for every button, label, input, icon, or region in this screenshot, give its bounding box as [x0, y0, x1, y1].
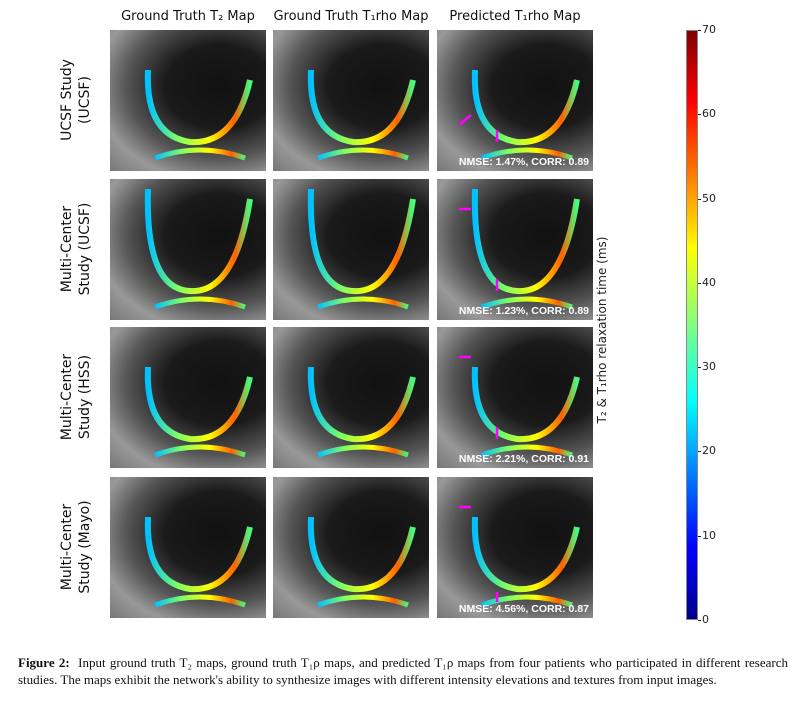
- row-label-line: Multi-Center: [59, 503, 75, 591]
- cartilage-map: [471, 188, 580, 310]
- row-label: UCSF Study (UCSF): [58, 30, 102, 170]
- column-header: Ground Truth T₁rho Map: [273, 9, 429, 24]
- mri-map-panel: [273, 179, 429, 320]
- column-header: Ground Truth T₂ Map: [121, 9, 255, 24]
- colorbar-tick: 0: [698, 613, 709, 626]
- cartilage-map: [144, 69, 253, 161]
- metric-label: NMSE: 4.56%, CORR: 0.87: [458, 603, 589, 615]
- cartilage-map: [144, 188, 253, 310]
- cartilage-map: [307, 516, 416, 608]
- row-label-line: Study (Mayo): [77, 500, 93, 594]
- cartilage-map: [307, 188, 416, 310]
- row-label: Multi-Center Study (HSS): [58, 327, 102, 467]
- cartilage-map: [471, 366, 580, 458]
- mri-map-panel: [110, 30, 266, 171]
- row-label-line: Study (UCSF): [77, 202, 93, 296]
- cartilage-map: [307, 69, 416, 161]
- colorbar-tick: 70: [698, 23, 716, 36]
- mri-map-panel: [110, 327, 266, 468]
- mri-map-panel: NMSE: 1.47%, CORR: 0.89: [437, 30, 593, 171]
- metric-label: NMSE: 1.47%, CORR: 0.89: [458, 156, 589, 168]
- mri-map-panel: [273, 30, 429, 171]
- colorbar-tick: 60: [698, 107, 716, 121]
- mri-map-panel: [273, 327, 429, 468]
- colorbar-label: T₂ & T₁rho relaxation time (ms): [595, 236, 609, 424]
- colorbar-tick: 30: [698, 360, 716, 374]
- column-header: Predicted T₁rho Map: [449, 9, 581, 24]
- row-label-line: Multi-Center: [59, 353, 75, 441]
- mri-map-panel: NMSE: 4.56%, CORR: 0.87: [437, 477, 593, 618]
- row-label-line: Study (HSS): [77, 354, 93, 440]
- caption-text: Input ground truth T₂ maps, ground truth…: [18, 655, 788, 687]
- mri-map-panel: [110, 477, 266, 618]
- cartilage-map: [144, 516, 253, 608]
- cartilage-map: [471, 69, 580, 161]
- mri-map-panel: [273, 477, 429, 618]
- cartilage-map: [471, 516, 580, 608]
- colorbar: [686, 30, 698, 620]
- cartilage-map: [307, 366, 416, 458]
- mri-map-panel: [110, 179, 266, 320]
- arrow-icon: [458, 114, 499, 142]
- arrow-icon: [459, 505, 499, 602]
- figure-caption: Figure 2: Input ground truth T₂ maps, gr…: [18, 654, 788, 688]
- row-label-line: Multi-Center: [59, 205, 75, 293]
- row-label-line: (UCSF): [77, 76, 93, 124]
- metric-label: NMSE: 1.23%, CORR: 0.89: [458, 305, 589, 317]
- arrow-icon: [459, 355, 499, 439]
- caption-label: Figure 2:: [18, 655, 70, 670]
- colorbar-tick: 40: [698, 275, 716, 289]
- colorbar-tick: 20: [698, 444, 716, 458]
- row-label: Multi-Center Study (UCSF): [58, 179, 102, 319]
- row-label-line: UCSF Study: [59, 59, 75, 141]
- cartilage-map: [144, 366, 253, 458]
- metric-label: NMSE: 2.21%, CORR: 0.91: [458, 453, 589, 465]
- arrow-icon: [459, 207, 499, 291]
- colorbar-tick: 10: [698, 528, 716, 542]
- mri-map-panel: NMSE: 2.21%, CORR: 0.91: [437, 327, 593, 468]
- mri-map-panel: NMSE: 1.23%, CORR: 0.89: [437, 179, 593, 320]
- colorbar-tick: 50: [698, 191, 716, 205]
- row-label: Multi-Center Study (Mayo): [58, 477, 102, 617]
